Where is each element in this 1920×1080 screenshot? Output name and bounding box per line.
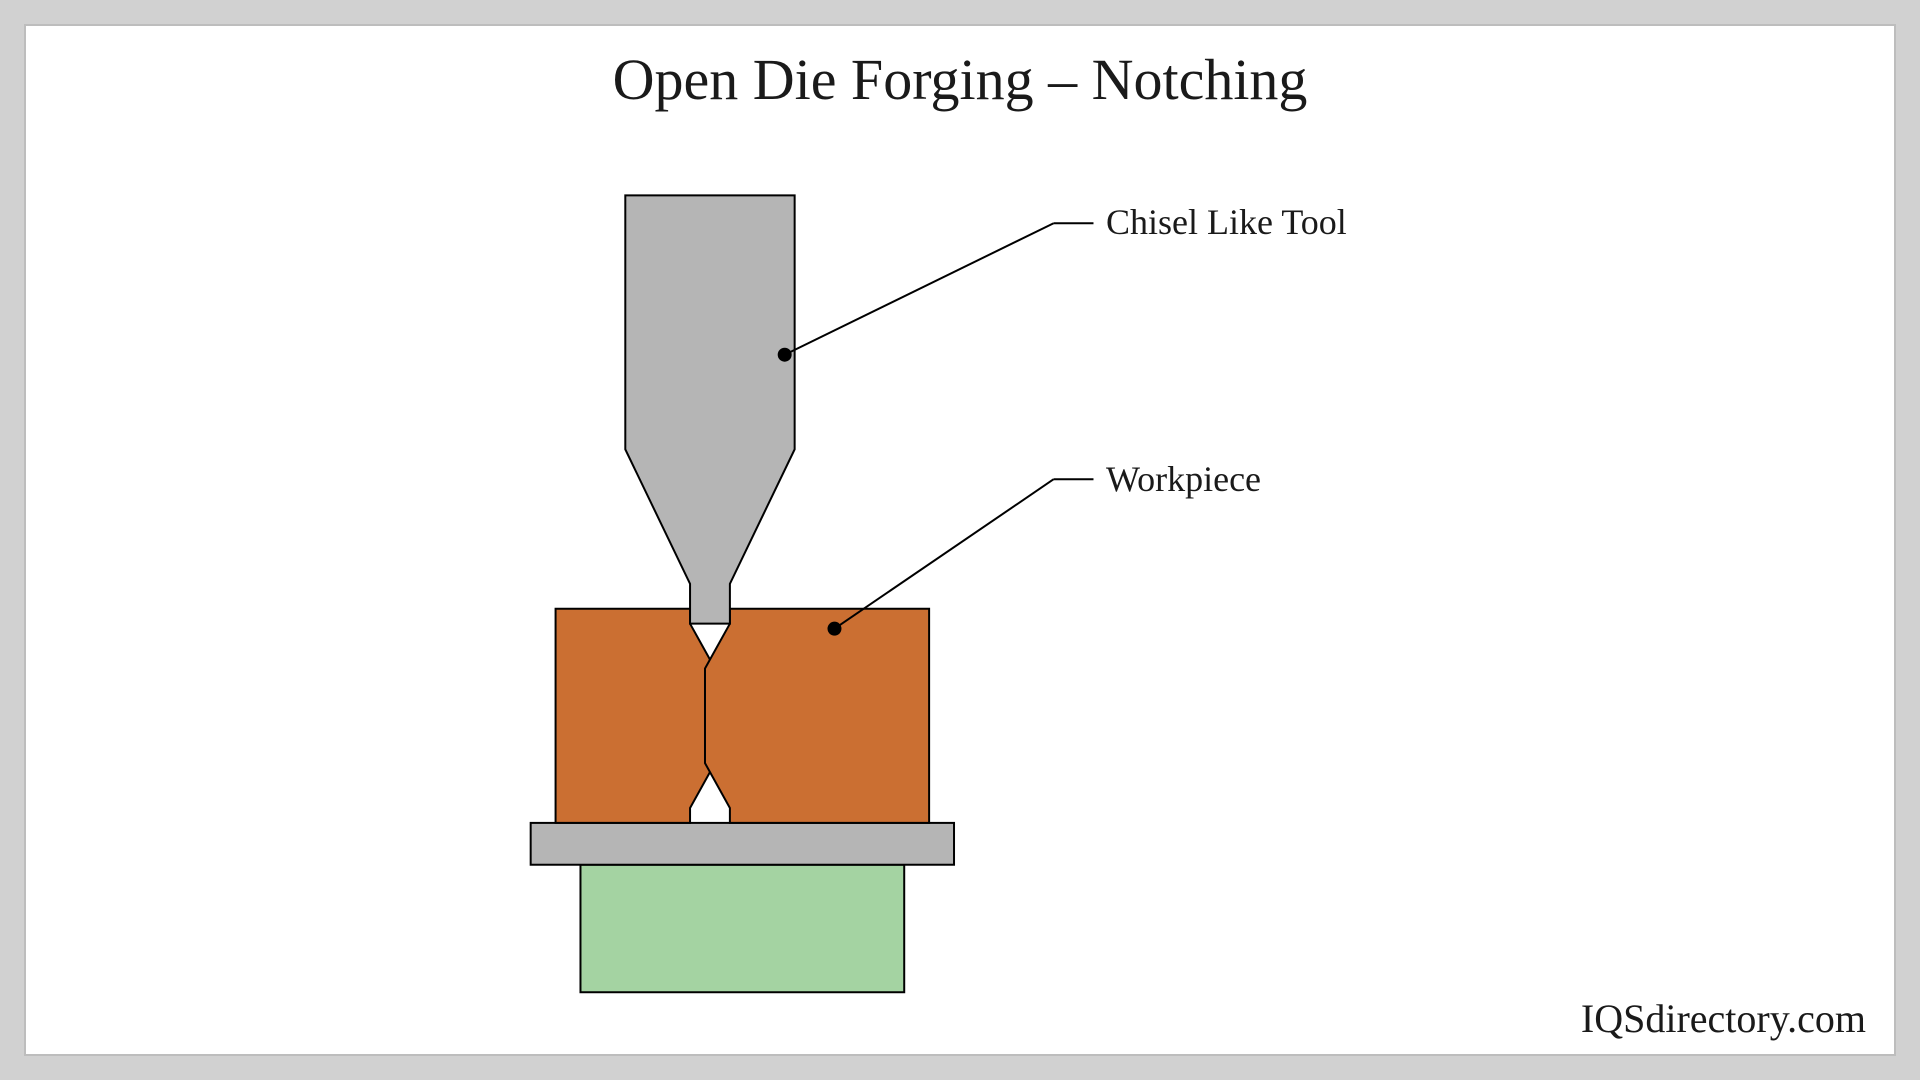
chisel-tool <box>625 195 794 623</box>
diagram-panel: Open Die Forging – Notching Chisel Like … <box>24 24 1896 1056</box>
support-plate <box>531 823 954 865</box>
attribution-text: IQSdirectory.com <box>1581 995 1866 1042</box>
leader-dot-workpiece <box>828 622 842 636</box>
leader-dot-chisel <box>778 348 792 362</box>
leader-line-chisel-1 <box>785 223 1054 354</box>
outer-frame: Open Die Forging – Notching Chisel Like … <box>0 0 1920 1080</box>
label-workpiece: Workpiece <box>1106 458 1261 500</box>
workpiece-right <box>705 609 929 823</box>
notching-diagram <box>26 26 1894 1054</box>
workpiece-left <box>556 609 715 823</box>
base-block <box>580 865 904 993</box>
leader-line-workpiece-1 <box>834 479 1053 628</box>
label-chisel: Chisel Like Tool <box>1106 201 1347 243</box>
